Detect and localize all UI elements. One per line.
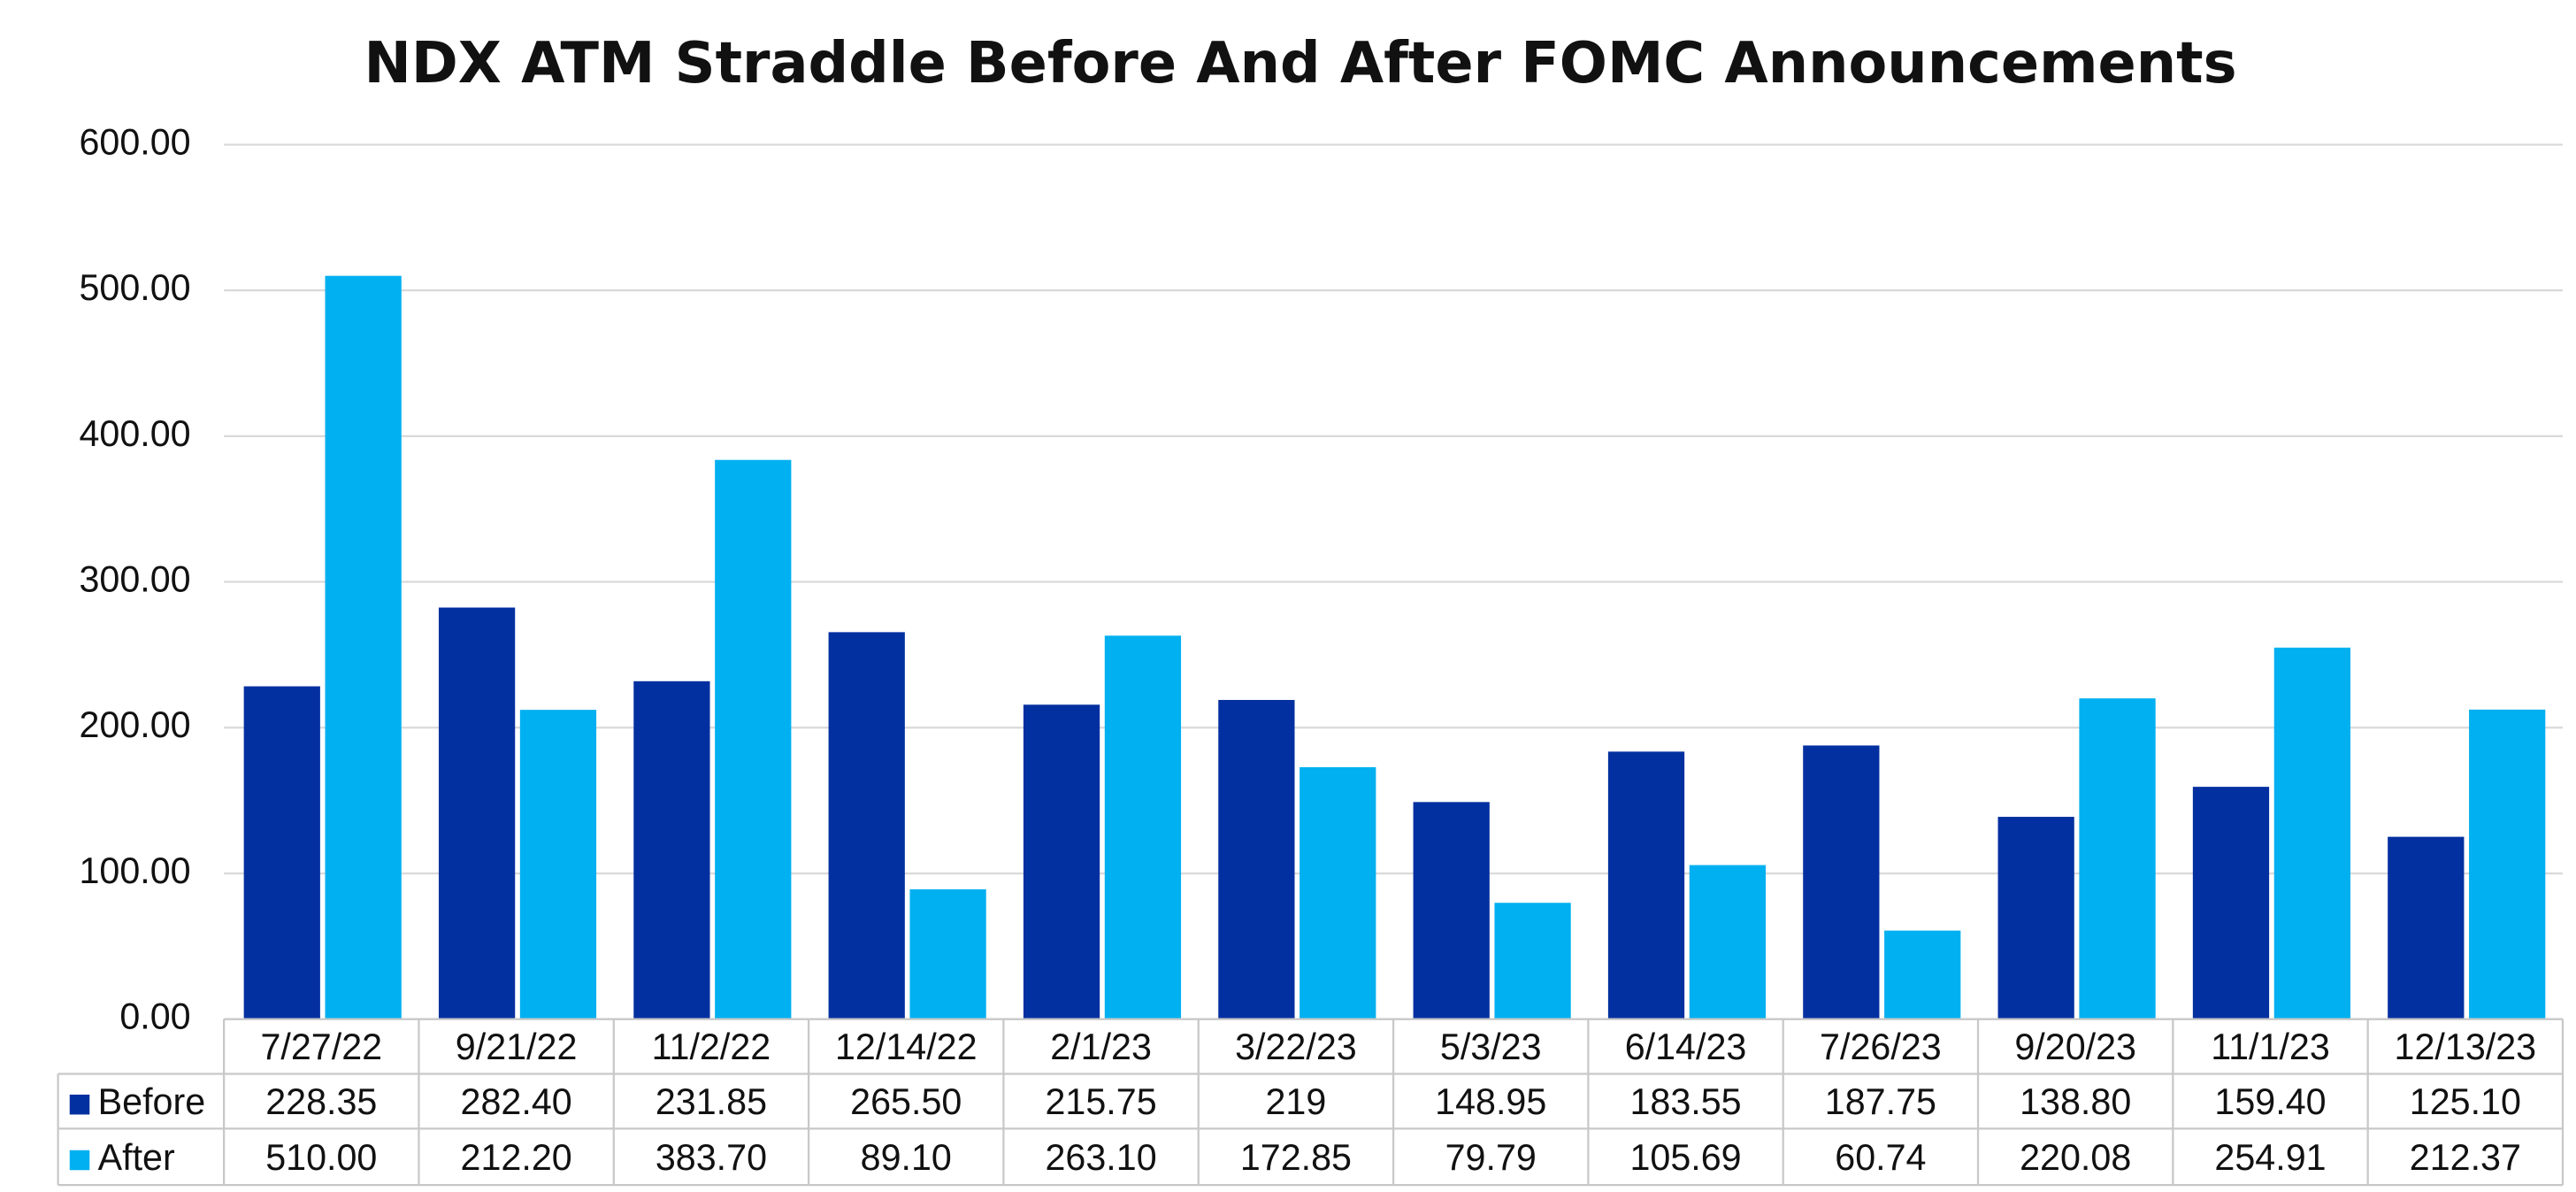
- bar: [1689, 865, 1767, 1019]
- legend-swatch: [69, 1150, 90, 1171]
- bar: [243, 686, 320, 1019]
- bar: [1494, 903, 1571, 1019]
- y-tick-label: 200.00: [79, 704, 190, 745]
- bar: [1413, 802, 1490, 1019]
- x-tick-label: 5/3/23: [1440, 1027, 1542, 1067]
- chart-title: NDX ATM Straddle Before And After FOMC A…: [364, 31, 2237, 96]
- bar: [1997, 817, 2074, 1019]
- x-tick-label: 12/14/22: [835, 1027, 978, 1067]
- table-value: 89.10: [861, 1137, 952, 1178]
- table-value: 187.75: [1825, 1081, 1936, 1122]
- legend-label: After: [98, 1137, 175, 1178]
- bar: [633, 681, 710, 1019]
- table-value: 79.79: [1445, 1137, 1537, 1178]
- bar: [1607, 751, 1685, 1019]
- x-tick-label: 3/22/23: [1235, 1027, 1357, 1067]
- bar: [1104, 635, 1182, 1019]
- bar: [325, 275, 402, 1019]
- bar: [1803, 745, 1880, 1019]
- x-tick-label: 9/20/23: [2014, 1027, 2136, 1067]
- bar: [519, 710, 597, 1019]
- bar: [2192, 787, 2270, 1019]
- table-value: 125.10: [2410, 1081, 2521, 1122]
- x-tick-label: 12/13/23: [2395, 1027, 2537, 1067]
- table-value: 212.20: [461, 1137, 572, 1178]
- x-tick-label: 6/14/23: [1625, 1027, 1747, 1067]
- y-tick-label: 600.00: [79, 121, 190, 162]
- table-value: 219: [1265, 1081, 1326, 1122]
- x-tick-label: 9/21/22: [456, 1027, 578, 1067]
- legend-swatch: [69, 1094, 90, 1115]
- bar: [2469, 709, 2546, 1019]
- bar: [909, 888, 986, 1019]
- table-value: 231.85: [656, 1081, 767, 1122]
- bar: [2079, 698, 2156, 1019]
- y-tick-label: 300.00: [79, 558, 190, 599]
- table-value: 220.08: [2020, 1137, 2131, 1178]
- table-value: 60.74: [1835, 1137, 1926, 1178]
- table-value: 215.75: [1045, 1081, 1156, 1122]
- bar: [2273, 647, 2350, 1019]
- table-value: 265.50: [850, 1081, 962, 1122]
- bar: [2388, 836, 2465, 1019]
- table-value: 212.37: [2410, 1137, 2521, 1178]
- table-value: 510.00: [265, 1137, 377, 1178]
- table-value: 263.10: [1045, 1137, 1156, 1178]
- x-tick-label: 11/2/22: [652, 1027, 771, 1067]
- table-value: 282.40: [461, 1081, 572, 1122]
- y-tick-label: 400.00: [79, 413, 190, 454]
- bar: [438, 607, 516, 1019]
- x-tick-label: 11/1/23: [2211, 1027, 2330, 1067]
- table-value: 254.91: [2214, 1137, 2326, 1178]
- bar: [1884, 930, 1961, 1019]
- bar: [1023, 704, 1100, 1019]
- table-value: 183.55: [1629, 1081, 1741, 1122]
- bar: [828, 632, 905, 1019]
- x-tick-label: 7/27/22: [260, 1027, 382, 1067]
- table-value: 228.35: [265, 1081, 377, 1122]
- table-value: 148.95: [1435, 1081, 1546, 1122]
- x-tick-label: 2/1/23: [1050, 1027, 1152, 1067]
- y-tick-label: 500.00: [79, 267, 190, 308]
- table-value: 138.80: [2020, 1081, 2131, 1122]
- bar: [715, 459, 792, 1019]
- table-value: 383.70: [656, 1137, 767, 1178]
- legend-label: Before: [98, 1081, 206, 1122]
- y-tick-label: 0.00: [119, 996, 190, 1037]
- y-tick-label: 100.00: [79, 850, 190, 891]
- table-value: 172.85: [1240, 1137, 1352, 1178]
- bar: [1300, 766, 1376, 1019]
- table-value: 105.69: [1629, 1137, 1741, 1178]
- x-tick-label: 7/26/23: [1820, 1027, 1942, 1067]
- bar: [1218, 699, 1295, 1019]
- table-value: 159.40: [2214, 1081, 2326, 1122]
